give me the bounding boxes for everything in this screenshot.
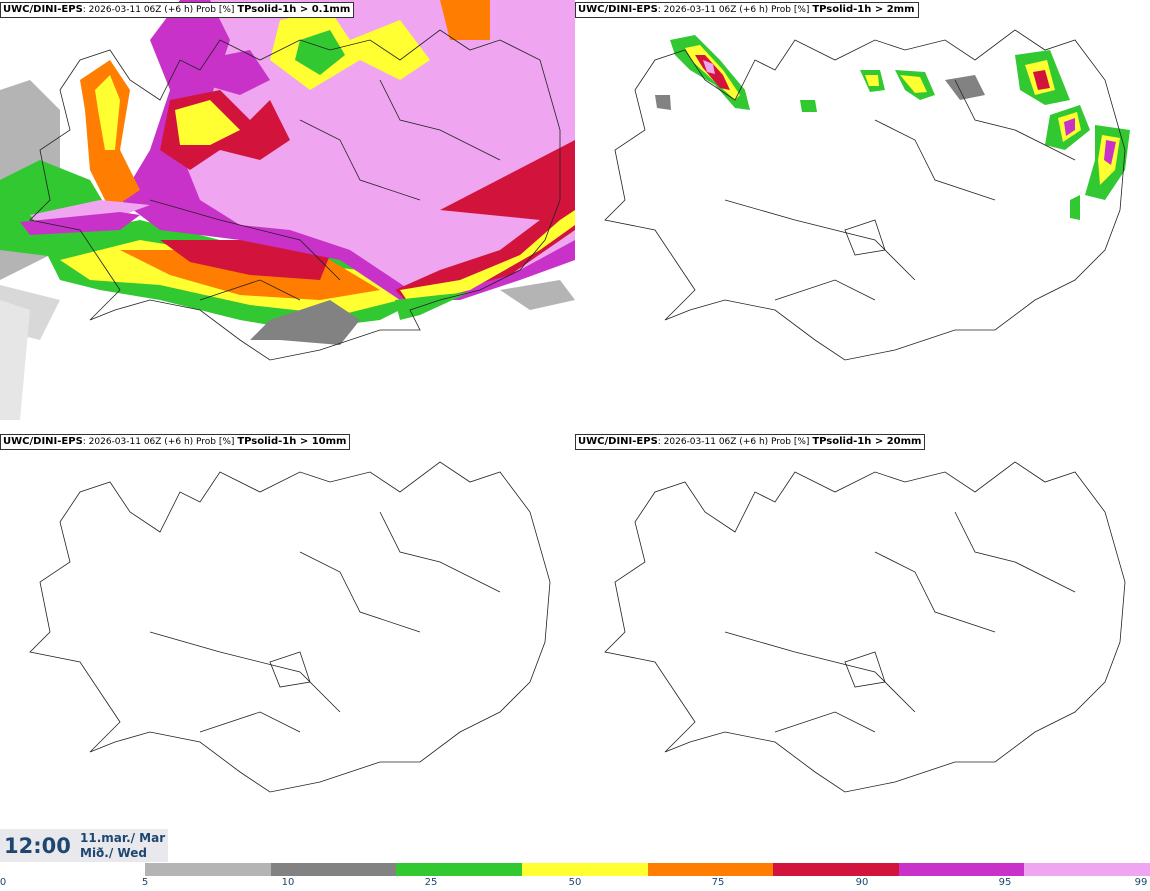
valid-time: 12:00 [4, 834, 71, 858]
time-box [0, 829, 168, 862]
valid-date: 11.mar./ Mar [80, 831, 166, 845]
colorbar-segment [898, 863, 1025, 876]
map-panel-01mm: UWC/DINI-EPS: 2026-03-11 06Z (+6 h) Prob… [0, 0, 575, 430]
colorbar-tick-label: 25 [424, 877, 438, 888]
colorbar-tick-label: 10 [281, 877, 295, 888]
map-10mm [29, 461, 551, 793]
colorbar-segment [1024, 863, 1150, 876]
colorbar [145, 863, 1150, 876]
colorbar-segment [647, 863, 774, 876]
panel-title-20mm: UWC/DINI-EPS: 2026-03-11 06Z (+6 h) Prob… [575, 434, 926, 450]
colorbar-tick-label: 5 [141, 877, 149, 888]
panel-title-01mm: UWC/DINI-EPS: 2026-03-11 06Z (+6 h) Prob… [0, 2, 355, 18]
colorbar-tick-label: 50 [568, 877, 582, 888]
probability-field-01mm [0, 0, 575, 430]
iceland-outline-2mm [604, 29, 1126, 361]
colorbar-tick-label: 75 [711, 877, 725, 888]
panel-title-10mm: UWC/DINI-EPS: 2026-03-11 06Z (+6 h) Prob… [0, 434, 351, 450]
iceland-outline-10mm [29, 461, 551, 793]
map-panel-20mm: UWC/DINI-EPS: 2026-03-11 06Z (+6 h) Prob… [575, 432, 1150, 862]
colorbar-tick-label: 95 [998, 877, 1012, 888]
probability-field-2mm [655, 35, 1130, 220]
map-20mm [604, 461, 1126, 793]
map-2mm [604, 29, 1130, 361]
valid-weekday: Mið./ Wed [80, 846, 147, 860]
colorbar-tick-label: 90 [855, 877, 869, 888]
map-panel-10mm: UWC/DINI-EPS: 2026-03-11 06Z (+6 h) Prob… [0, 432, 575, 862]
map-01mm [0, 0, 575, 430]
colorbar-segment [521, 863, 648, 876]
panel-title-2mm: UWC/DINI-EPS: 2026-03-11 06Z (+6 h) Prob… [575, 2, 919, 18]
iceland-outline-20mm [604, 461, 1126, 793]
map-panel-2mm: UWC/DINI-EPS: 2026-03-11 06Z (+6 h) Prob… [575, 0, 1150, 430]
colorbar-segment [270, 863, 397, 876]
iceland-outline-01mm [29, 29, 561, 361]
colorbar-segment [396, 863, 522, 876]
colorbar-tick-label: 99 [1134, 877, 1148, 888]
colorbar-segment [773, 863, 899, 876]
colorbar-segment [145, 863, 271, 876]
colorbar-tick-label: 0 [0, 877, 7, 888]
